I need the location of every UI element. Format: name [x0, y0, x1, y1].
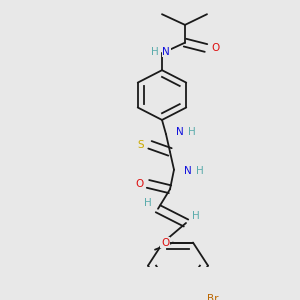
Text: H: H [144, 198, 152, 208]
Text: H: H [151, 46, 159, 56]
Text: N: N [176, 128, 184, 137]
Text: N: N [162, 46, 170, 56]
Text: O: O [135, 179, 143, 189]
Text: O: O [161, 238, 169, 248]
Text: Br: Br [207, 294, 219, 300]
Text: H: H [192, 211, 200, 221]
Text: S: S [138, 140, 144, 150]
Text: H: H [188, 128, 196, 137]
Text: O: O [211, 43, 219, 53]
Text: H: H [196, 167, 204, 176]
Text: N: N [184, 167, 192, 176]
